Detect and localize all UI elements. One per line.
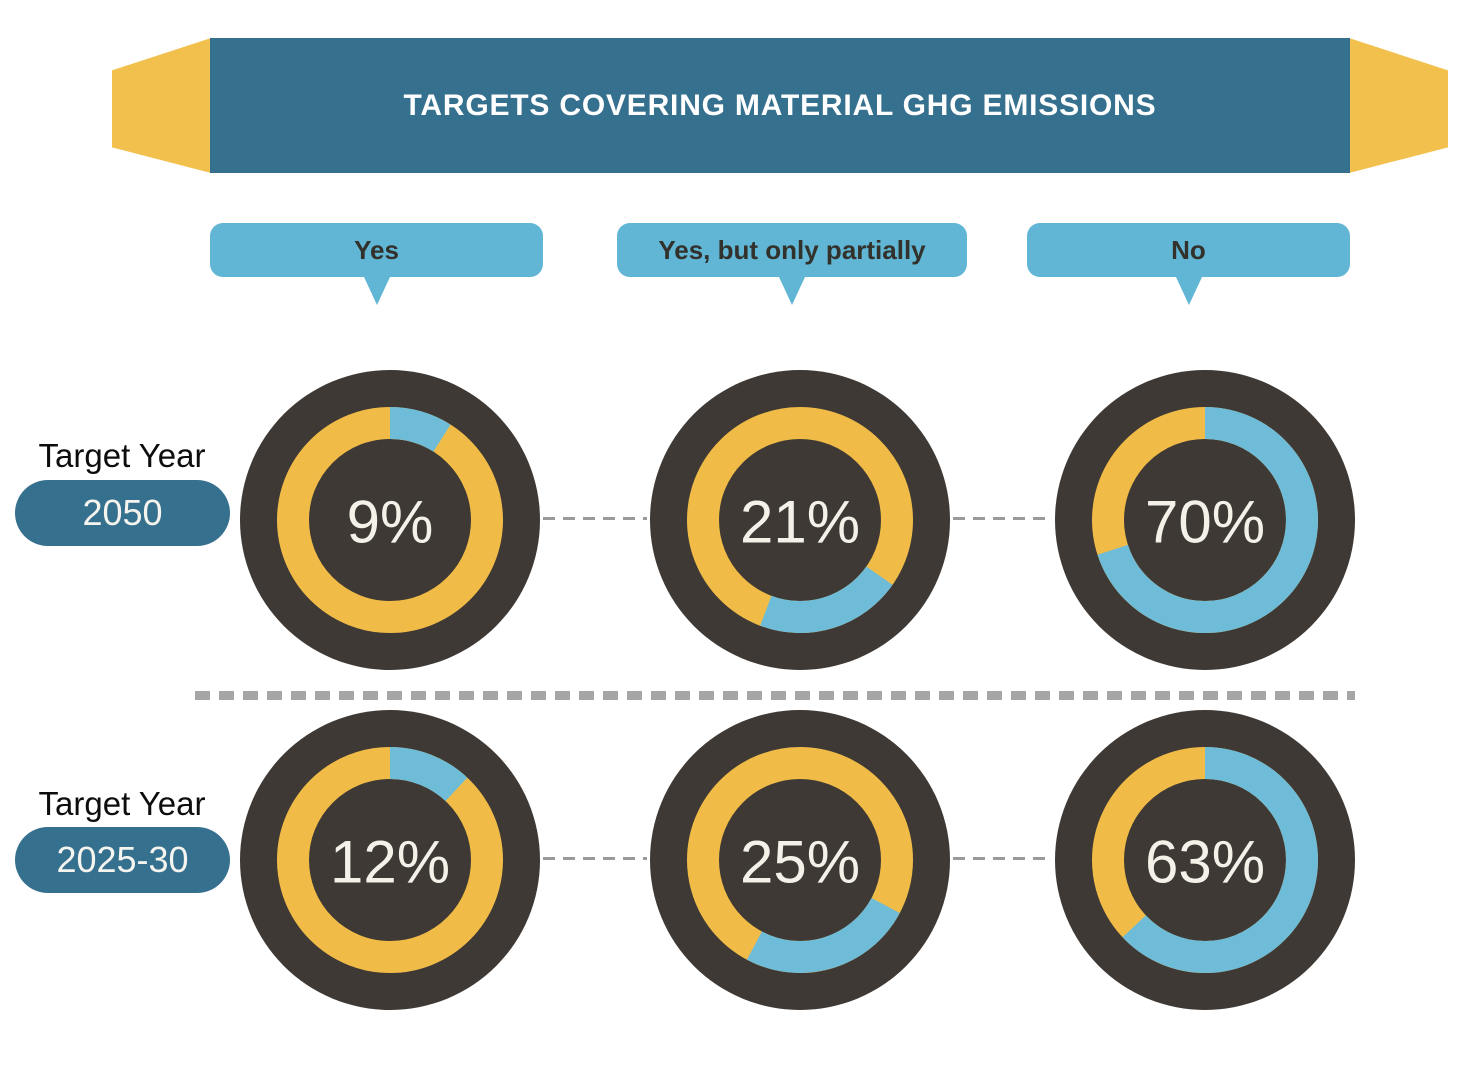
page-title: TARGETS COVERING MATERIAL GHG EMISSIONS: [403, 88, 1157, 122]
pointer-tail: [363, 277, 390, 305]
donut-2050-partially: 21%: [650, 370, 950, 670]
connector-row1-right: [953, 517, 1053, 520]
title-banner: TARGETS COVERING MATERIAL GHG EMISSIONS: [210, 38, 1350, 173]
donut-value-label: 70%: [1145, 489, 1265, 556]
donut-value-label: 9%: [347, 489, 434, 556]
column-header-partially: Yes, but only partially: [617, 223, 967, 305]
donut-value-label: 21%: [740, 489, 860, 556]
donut-2025-30-no: 63%: [1055, 710, 1355, 1010]
donut-2025-30-yes: 12%: [240, 710, 540, 1010]
donut-2050-no: 70%: [1055, 370, 1355, 670]
row1-year-pill: 2050: [15, 480, 230, 546]
row1-label: Target Year: [38, 437, 206, 474]
donut-ring-value: [277, 747, 503, 973]
donut-2025-30-partially: 25%: [650, 710, 950, 1010]
ribbon-right-end: [1349, 38, 1448, 173]
pointer-tail: [779, 277, 805, 305]
donut-ring-value: [1092, 747, 1318, 973]
donut-value-label: 25%: [740, 829, 860, 896]
row2-label: Target Year: [38, 785, 206, 822]
column-header-no-label: No: [1171, 234, 1206, 265]
donut-2050-yes: 9%: [240, 370, 540, 670]
donut-ring-value: [687, 747, 913, 973]
row1-year: 2050: [82, 492, 163, 533]
column-header-yes: Yes: [210, 223, 543, 305]
column-header-partially-label: Yes, but only partially: [658, 234, 926, 265]
row2-year: 2025-30: [56, 839, 189, 880]
connector-row2-left: [543, 857, 647, 860]
ribbon-left-end: [112, 38, 211, 173]
column-header-yes-label: Yes: [354, 234, 399, 265]
donut-ring-value: [1092, 407, 1318, 633]
donut-ring-value: [277, 407, 503, 633]
donut-value-label: 12%: [330, 829, 450, 896]
connector-row1-left: [543, 517, 647, 520]
pointer-tail: [1175, 277, 1202, 305]
row-divider-dashed: [195, 691, 1355, 700]
donut-value-label: 63%: [1145, 829, 1265, 896]
column-header-no: No: [1027, 223, 1350, 305]
connector-row2-right: [953, 857, 1053, 860]
row2-year-pill: 2025-30: [15, 827, 230, 893]
